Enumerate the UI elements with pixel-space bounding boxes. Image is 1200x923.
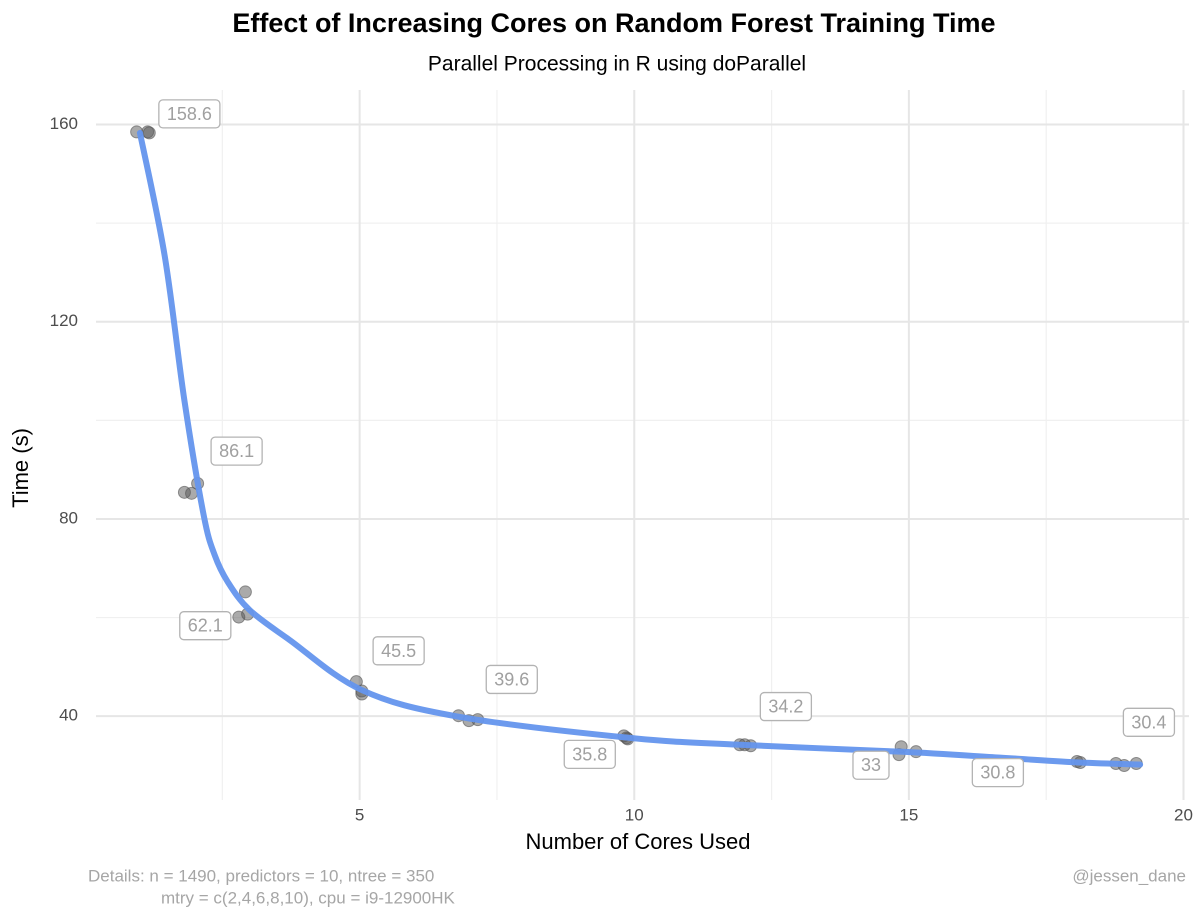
annotation: 30.4 (1122, 707, 1176, 737)
annotation-box (971, 757, 1025, 788)
annotation-box (210, 436, 263, 466)
x-axis-label: Number of Cores Used (526, 829, 751, 854)
annotation: 33 (852, 750, 890, 780)
annotation-label: 30.4 (1131, 712, 1166, 732)
y-tick-label: 40 (59, 706, 78, 725)
grid (96, 90, 1189, 800)
annotation-box (1122, 707, 1176, 737)
y-axis-label: Time (s) (8, 428, 33, 508)
annotation-label: 45.5 (381, 641, 416, 661)
annotation-box (158, 99, 221, 129)
annotation: 34.2 (759, 691, 813, 722)
credit: @jessen_dane (1072, 866, 1186, 885)
annotation: 158.6 (158, 99, 221, 129)
annotation: 30.8 (971, 757, 1025, 788)
annotation-label: 35.8 (572, 744, 607, 764)
chart-subtitle: Parallel Processing in R using doParalle… (428, 53, 806, 76)
annotation-label: 33 (861, 755, 881, 775)
annotation-label: 39.6 (494, 669, 529, 689)
annotation-box (563, 739, 616, 770)
annotation-label: 86.1 (219, 441, 254, 461)
annotation: 86.1 (210, 436, 263, 466)
y-tick-label: 80 (59, 508, 78, 527)
annotation: 35.8 (563, 739, 616, 770)
annotation-box (852, 750, 890, 780)
annotation: 45.5 (372, 636, 425, 666)
caption: Details: n = 1490, predictors = 10, ntre… (88, 866, 434, 885)
y-tick-label: 120 (50, 311, 78, 330)
annotation-box (759, 691, 813, 722)
x-tick-label: 10 (625, 805, 644, 824)
annotation-label: 30.8 (980, 763, 1015, 783)
annotation-box (179, 611, 232, 641)
x-tick-label: 15 (899, 805, 918, 824)
caption: mtry = c(2,4,6,8,10), cpu = i9-12900HK (161, 888, 456, 907)
point (238, 585, 252, 599)
annotation-label: 62.1 (188, 616, 223, 636)
annotation-label: 158.6 (167, 104, 212, 124)
x-tick-label: 5 (355, 805, 364, 824)
annotation: 62.1 (179, 611, 232, 641)
annotation: 39.6 (485, 664, 538, 695)
annotation-box (485, 664, 538, 695)
annotation-label: 34.2 (768, 697, 803, 717)
trend-line (136, 129, 1144, 768)
x-tick-label: 20 (1174, 805, 1193, 824)
y-tick-label: 160 (50, 114, 78, 133)
chart-title: Effect of Increasing Cores on Random For… (232, 8, 995, 38)
point (142, 126, 156, 140)
annotation-box (372, 636, 425, 666)
